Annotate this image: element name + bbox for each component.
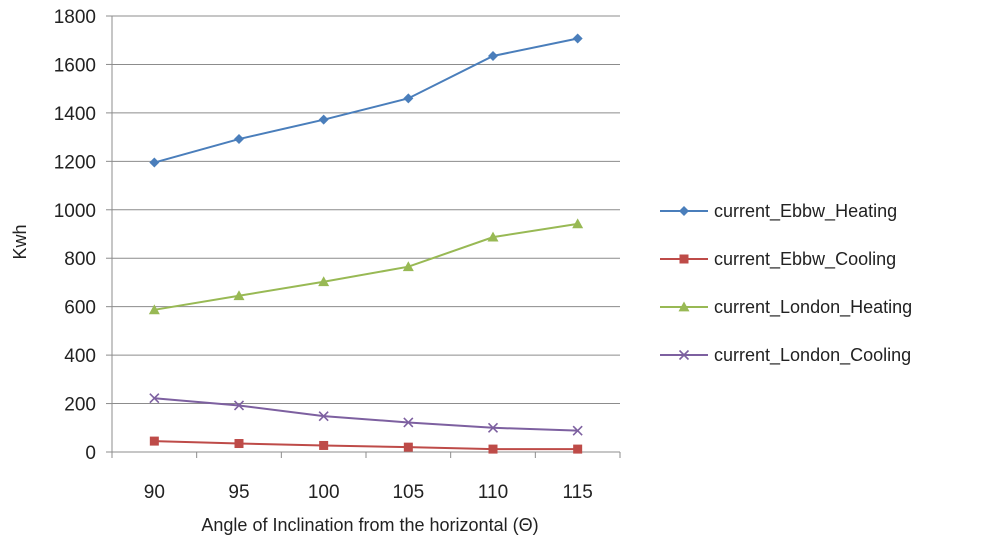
data-point-stroke	[572, 425, 583, 436]
y-tick-label: 1400	[54, 104, 96, 125]
series-line	[154, 37, 578, 164]
legend-item: current_Ebbw_Cooling	[660, 249, 896, 270]
series-current_Ebbw_Cooling	[149, 436, 583, 454]
y-tick-label: 1800	[54, 7, 96, 28]
series-line	[154, 222, 578, 311]
series	[148, 33, 584, 454]
data-point	[318, 411, 329, 422]
legend-label: current_Ebbw_Heating	[714, 201, 897, 222]
data-point	[572, 33, 583, 44]
y-tick-label: 400	[64, 346, 96, 367]
data-point	[572, 425, 583, 436]
legend-marker	[679, 206, 689, 216]
data-point	[149, 393, 160, 404]
data-point	[488, 444, 498, 454]
data-point	[149, 436, 159, 446]
y-tick-label: 1000	[54, 201, 96, 222]
data-point	[148, 304, 160, 315]
y-tick-label: 600	[64, 298, 96, 319]
data-point	[403, 417, 414, 428]
legend-label: current_London_Cooling	[714, 345, 911, 366]
x-tick-label: 90	[144, 482, 165, 503]
data-point	[403, 93, 414, 104]
legend-label: current_Ebbw_Cooling	[714, 249, 896, 270]
legend-marker	[678, 301, 690, 312]
x-tick-label: 100	[308, 482, 340, 503]
gridlines	[112, 15, 620, 405]
data-point-stroke	[487, 422, 499, 433]
data-point-stroke	[233, 400, 245, 411]
y-axis-title: Kwh	[10, 224, 30, 259]
data-point	[403, 442, 413, 452]
x-tick-label: 115	[563, 482, 593, 503]
y-tick-label: 1600	[54, 55, 96, 76]
series-line	[154, 397, 578, 432]
data-point	[233, 400, 245, 411]
data-point	[487, 231, 499, 242]
data-point	[572, 218, 584, 229]
legend-item: current_London_Heating	[660, 297, 912, 318]
data-point	[233, 290, 245, 301]
data-point	[488, 50, 498, 61]
legend-marker-stroke	[678, 349, 690, 361]
data-point	[234, 134, 244, 145]
legend: current_Ebbw_Heating current_Ebbw_Cooling…	[660, 201, 912, 366]
legend-marker	[679, 254, 689, 264]
legend-label: current_London_Heating	[714, 297, 912, 318]
data-point	[573, 444, 583, 454]
x-tick-labels: 90 95 100 105 110 115	[144, 482, 593, 503]
data-point	[234, 439, 244, 449]
data-point-stroke	[403, 417, 414, 428]
legend-marker	[678, 349, 690, 361]
series-current_Ebbw_Heating	[149, 33, 583, 168]
axes	[106, 15, 621, 458]
y-tick-labels: 0 200 400 600 800 1000 1200 1400 1600 1800	[54, 7, 96, 464]
legend-item: current_Ebbw_Heating	[660, 201, 897, 222]
data-point	[402, 261, 414, 272]
data-point	[318, 276, 330, 287]
legend-item: current_London_Cooling	[660, 345, 911, 366]
y-tick-label: 200	[64, 395, 96, 416]
series-current_London_Heating	[148, 218, 584, 315]
y-tick-label: 0	[85, 443, 96, 464]
series-line	[154, 440, 578, 451]
x-tick-label: 95	[228, 482, 249, 503]
data-point	[318, 114, 329, 125]
data-point	[487, 422, 499, 433]
series-current_London_Cooling	[149, 393, 583, 436]
y-tick-label: 800	[64, 249, 96, 270]
data-point	[149, 157, 160, 168]
x-axis-title: Angle of Inclination from the horizontal…	[201, 515, 538, 535]
data-point-stroke	[318, 411, 329, 422]
data-point	[319, 440, 329, 450]
x-tick-label: 105	[392, 482, 424, 503]
y-tick-label: 1200	[54, 152, 96, 173]
data-point-stroke	[149, 393, 160, 404]
x-tick-label: 110	[478, 482, 508, 503]
